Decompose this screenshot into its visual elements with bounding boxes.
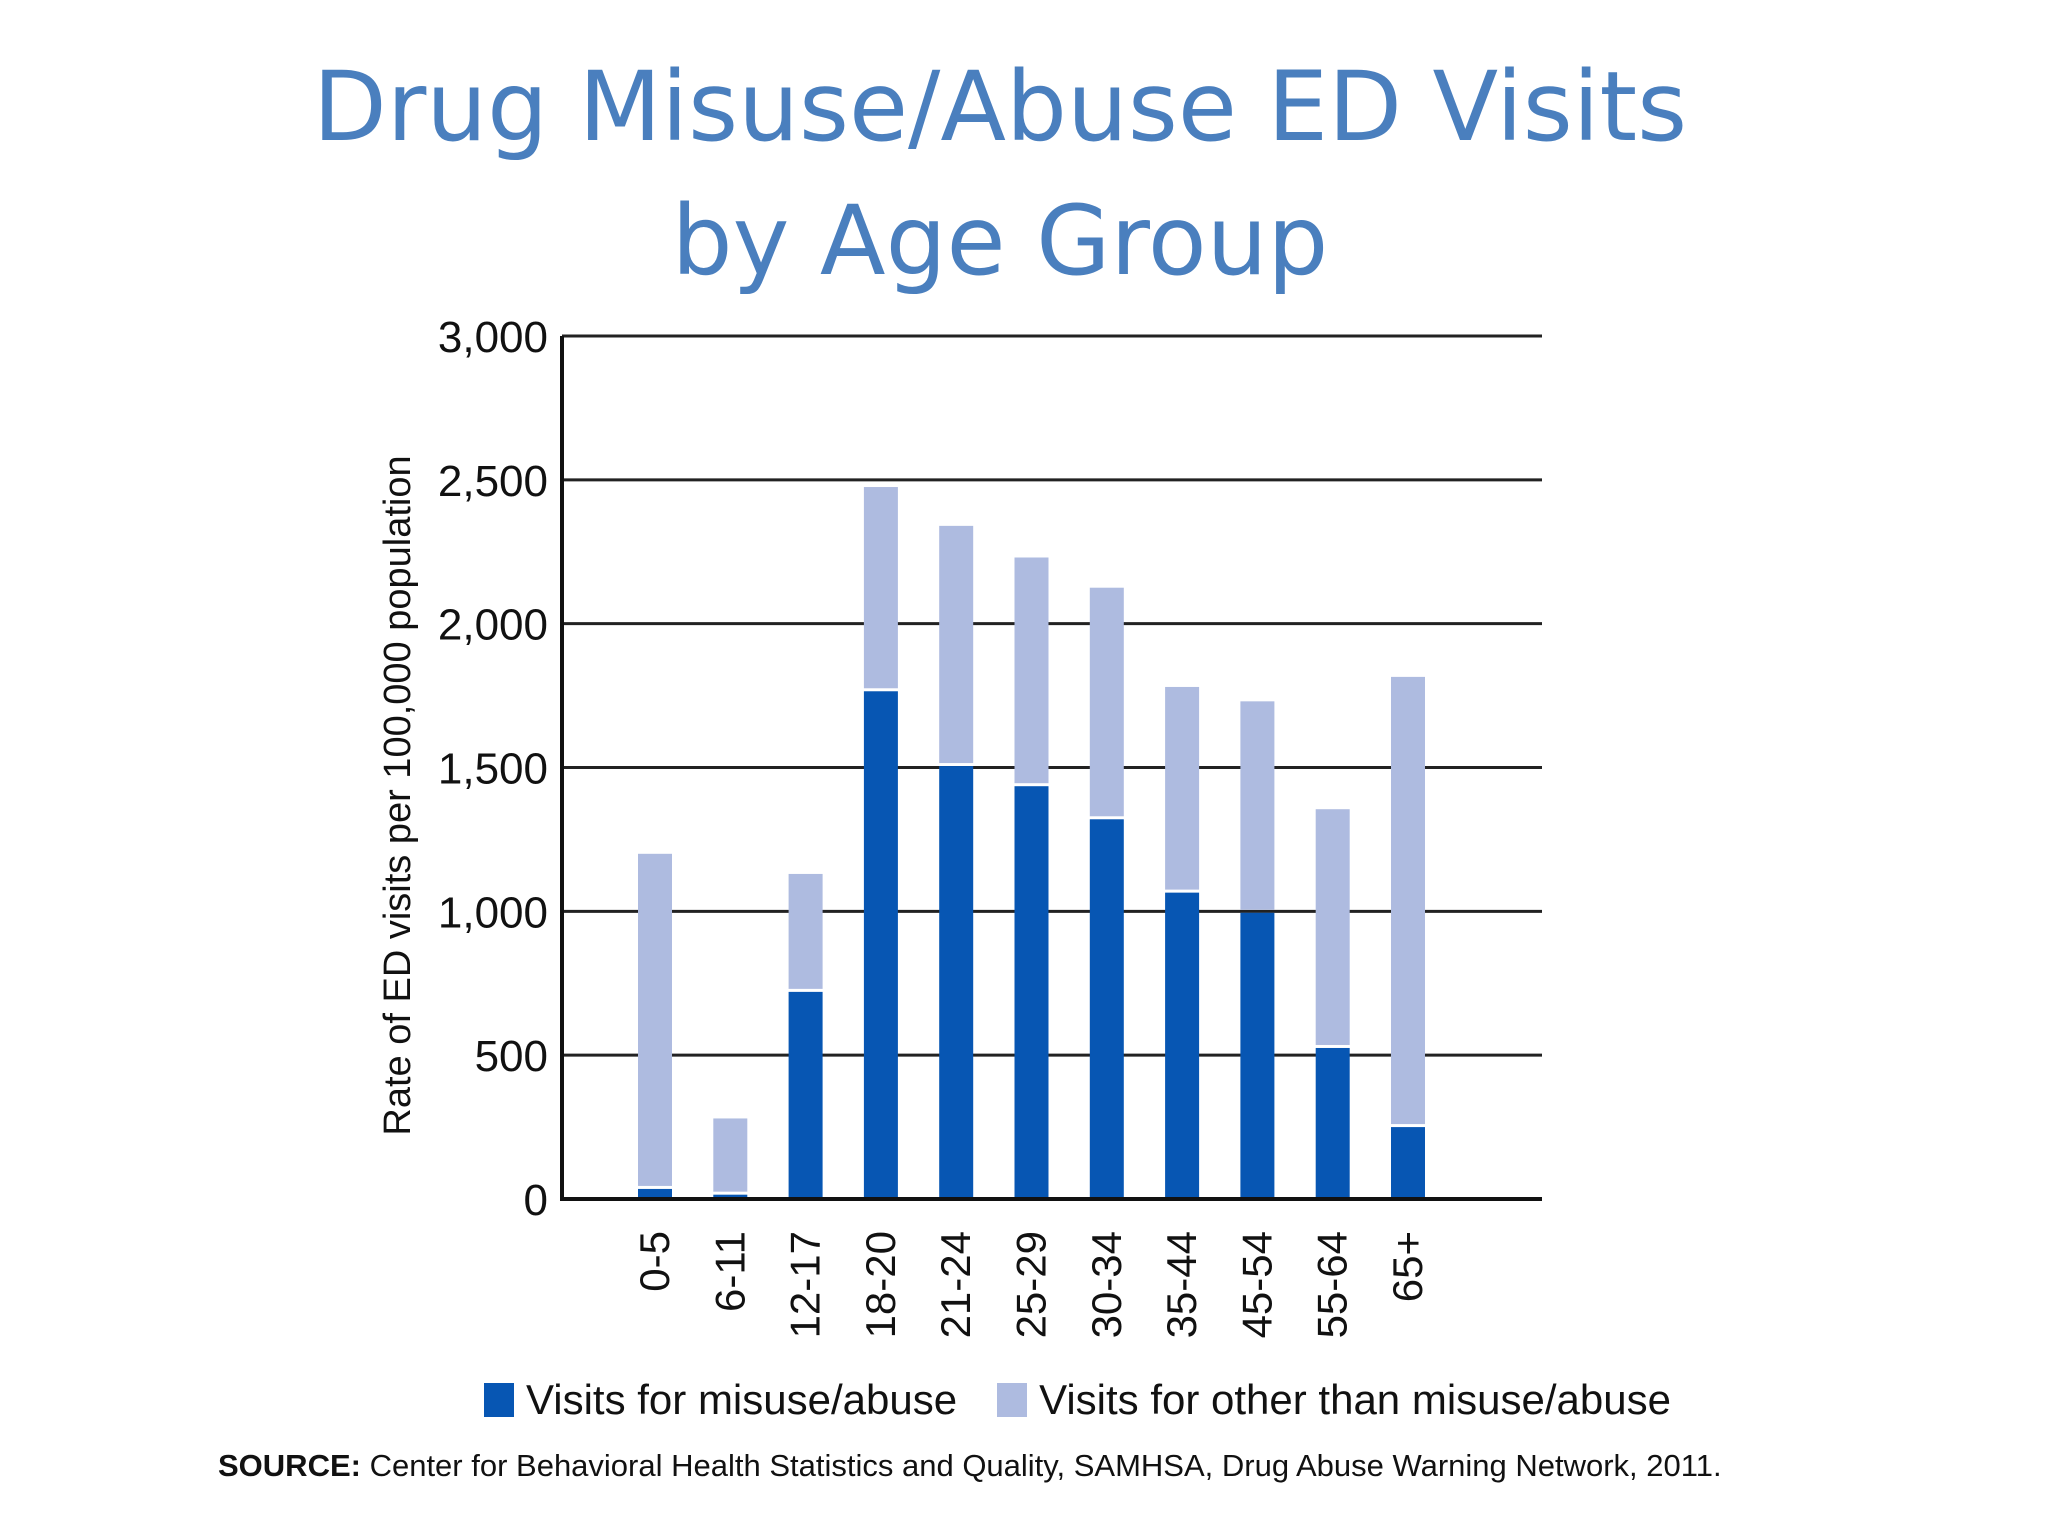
bar-other (1089, 587, 1124, 817)
y-tick-label: 500 (475, 1032, 548, 1081)
y-tick-label: 0 (524, 1176, 548, 1225)
bar-misuse (1315, 1047, 1350, 1199)
x-tick-label: 65+ (1384, 1231, 1431, 1302)
chart-title: Drug Misuse/Abuse ED Visits by Age Group (0, 40, 2000, 308)
title-line-1: Drug Misuse/Abuse ED Visits (312, 51, 1688, 163)
bar-misuse (713, 1194, 748, 1199)
bar-misuse (1391, 1127, 1425, 1199)
x-tick-label: 12-17 (782, 1231, 829, 1338)
bar-other (1240, 701, 1275, 910)
bar-other (638, 853, 672, 1186)
bar-other (939, 525, 974, 764)
bar-misuse (939, 766, 974, 1199)
legend-label-misuse: Visits for misuse/abuse (526, 1376, 958, 1423)
x-tick-label: 45-54 (1233, 1231, 1280, 1338)
x-tick-label: 21-24 (932, 1231, 979, 1338)
x-tick-label: 35-44 (1158, 1231, 1205, 1338)
source-label: SOURCE: (218, 1448, 361, 1483)
legend-swatch-other (997, 1383, 1028, 1417)
bar-misuse (1165, 892, 1200, 1199)
source-note: SOURCE: Center for Behavioral Health Sta… (218, 1448, 1722, 1484)
bar-other (713, 1118, 748, 1192)
bar-misuse (1014, 786, 1049, 1199)
legend-label-other: Visits for other than misuse/abuse (1039, 1376, 1671, 1423)
legend-item-other: Visits for other than misuse/abuse (997, 1376, 1671, 1424)
title-line-2: by Age Group (671, 185, 1329, 297)
y-tick-label: 2,000 (438, 601, 548, 650)
x-tick-label: 6-11 (706, 1231, 753, 1312)
bar-other (788, 873, 823, 989)
x-tick-label: 30-34 (1083, 1231, 1130, 1338)
legend-item-misuse: Visits for misuse/abuse (484, 1376, 957, 1424)
legend: Visits for misuse/abuse Visits for other… (484, 1376, 1711, 1424)
y-tick-label: 1,500 (438, 745, 548, 794)
bar-other (1391, 676, 1425, 1125)
bar-misuse (863, 691, 898, 1199)
bar-misuse (1089, 819, 1124, 1199)
bar-misuse (1240, 912, 1275, 1199)
bar-misuse (788, 991, 823, 1199)
legend-swatch-misuse (484, 1383, 514, 1417)
y-tick-label: 1,000 (438, 888, 548, 937)
bar-misuse (638, 1188, 672, 1199)
y-axis-title: Rate of ED visits per 100,000 population (377, 455, 419, 1135)
x-tick-label: 25-29 (1008, 1231, 1055, 1338)
x-tick-label: 0-5 (631, 1231, 678, 1292)
bar-other (1315, 809, 1350, 1045)
x-tick-label: 18-20 (857, 1231, 904, 1338)
source-text: Center for Behavioral Health Statistics … (369, 1448, 1722, 1483)
y-tick-label: 3,000 (438, 313, 548, 362)
bar-other (1165, 686, 1200, 890)
bar-other (863, 487, 898, 689)
y-tick-label: 2,500 (438, 457, 548, 506)
x-tick-label: 55-64 (1309, 1231, 1356, 1338)
bar-other (1014, 557, 1049, 784)
